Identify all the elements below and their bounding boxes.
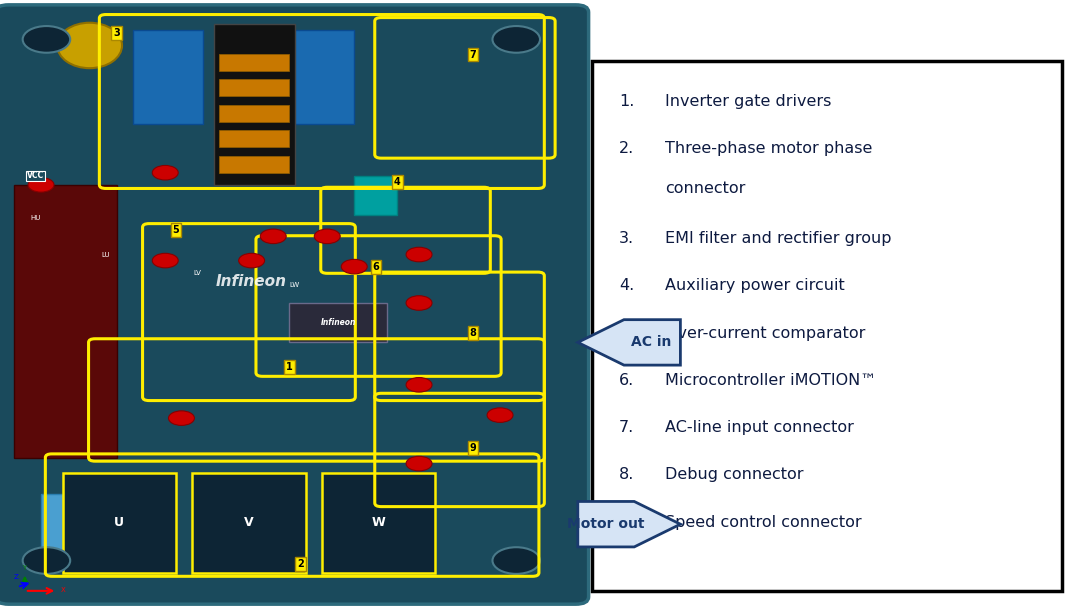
Text: 6: 6 bbox=[373, 262, 379, 271]
Circle shape bbox=[406, 247, 432, 262]
Text: Inverter gate drivers: Inverter gate drivers bbox=[665, 94, 832, 109]
Bar bbox=[354, 176, 397, 215]
Text: AC-line input connector: AC-line input connector bbox=[665, 420, 854, 435]
Text: 4: 4 bbox=[394, 177, 401, 187]
Circle shape bbox=[152, 253, 178, 268]
Circle shape bbox=[406, 296, 432, 310]
Bar bbox=[219, 156, 289, 173]
Text: Over-current comparator: Over-current comparator bbox=[665, 325, 866, 341]
Circle shape bbox=[492, 26, 540, 53]
Text: Speed control connector: Speed control connector bbox=[665, 514, 862, 530]
Circle shape bbox=[406, 378, 432, 392]
FancyBboxPatch shape bbox=[0, 5, 589, 604]
Text: Microcontroller iMOTION™: Microcontroller iMOTION™ bbox=[665, 373, 877, 388]
Bar bbox=[219, 130, 289, 147]
Text: LV: LV bbox=[193, 270, 202, 276]
Bar bbox=[133, 30, 203, 124]
Ellipse shape bbox=[57, 22, 122, 68]
Text: LU: LU bbox=[102, 251, 110, 258]
Text: Infineon: Infineon bbox=[321, 318, 355, 327]
Text: X: X bbox=[60, 587, 65, 593]
Text: 4.: 4. bbox=[619, 278, 634, 293]
Text: W: W bbox=[372, 516, 384, 530]
Text: 5: 5 bbox=[173, 225, 179, 235]
Text: 2: 2 bbox=[297, 559, 303, 568]
Circle shape bbox=[492, 547, 540, 574]
Circle shape bbox=[23, 547, 70, 574]
Text: 2.: 2. bbox=[619, 141, 634, 156]
Bar bbox=[214, 24, 295, 185]
Text: 6.: 6. bbox=[619, 373, 634, 388]
Text: VCC: VCC bbox=[27, 171, 44, 180]
Text: Debug connector: Debug connector bbox=[665, 467, 804, 482]
Text: 3: 3 bbox=[113, 28, 120, 38]
Circle shape bbox=[168, 411, 194, 425]
Text: Auxiliary power circuit: Auxiliary power circuit bbox=[665, 278, 845, 293]
Text: U: U bbox=[113, 516, 124, 530]
Text: 9.: 9. bbox=[619, 514, 634, 530]
Circle shape bbox=[406, 456, 432, 471]
Text: 9: 9 bbox=[470, 444, 476, 453]
Bar bbox=[219, 79, 289, 96]
Circle shape bbox=[152, 165, 178, 180]
Text: 8.: 8. bbox=[619, 467, 634, 482]
Text: HU: HU bbox=[30, 215, 41, 221]
Text: Three-phase motor phase: Three-phase motor phase bbox=[665, 141, 873, 156]
Polygon shape bbox=[578, 320, 680, 365]
Text: Infineon: Infineon bbox=[216, 275, 287, 289]
Bar bbox=[219, 105, 289, 122]
Bar bbox=[279, 30, 354, 124]
Circle shape bbox=[487, 408, 513, 422]
Text: EMI filter and rectifier group: EMI filter and rectifier group bbox=[665, 231, 892, 246]
Bar bbox=[322, 473, 435, 573]
Polygon shape bbox=[578, 502, 680, 547]
Bar bbox=[192, 473, 306, 573]
Text: connector: connector bbox=[665, 181, 745, 196]
Circle shape bbox=[239, 253, 265, 268]
Bar bbox=[41, 494, 68, 554]
Text: Motor out: Motor out bbox=[567, 517, 645, 531]
Text: 7: 7 bbox=[470, 50, 476, 59]
Bar bbox=[289, 303, 387, 342]
Bar bbox=[63, 473, 176, 573]
FancyBboxPatch shape bbox=[592, 61, 1062, 591]
Circle shape bbox=[260, 229, 286, 244]
Bar bbox=[219, 54, 289, 71]
Text: 1: 1 bbox=[286, 362, 293, 371]
Text: AC in: AC in bbox=[632, 335, 672, 350]
Circle shape bbox=[28, 178, 54, 192]
Text: LW: LW bbox=[289, 282, 300, 288]
Text: 8: 8 bbox=[470, 328, 476, 338]
Circle shape bbox=[341, 259, 367, 274]
Text: V: V bbox=[244, 516, 253, 530]
Circle shape bbox=[23, 26, 70, 53]
Text: 3.: 3. bbox=[619, 231, 634, 246]
Bar bbox=[14, 185, 117, 458]
Text: Y: Y bbox=[22, 565, 26, 571]
Text: 5.: 5. bbox=[619, 325, 634, 341]
Text: 1.: 1. bbox=[619, 94, 634, 109]
Circle shape bbox=[314, 229, 340, 244]
Text: 7.: 7. bbox=[619, 420, 634, 435]
Text: Z: Z bbox=[14, 574, 19, 580]
